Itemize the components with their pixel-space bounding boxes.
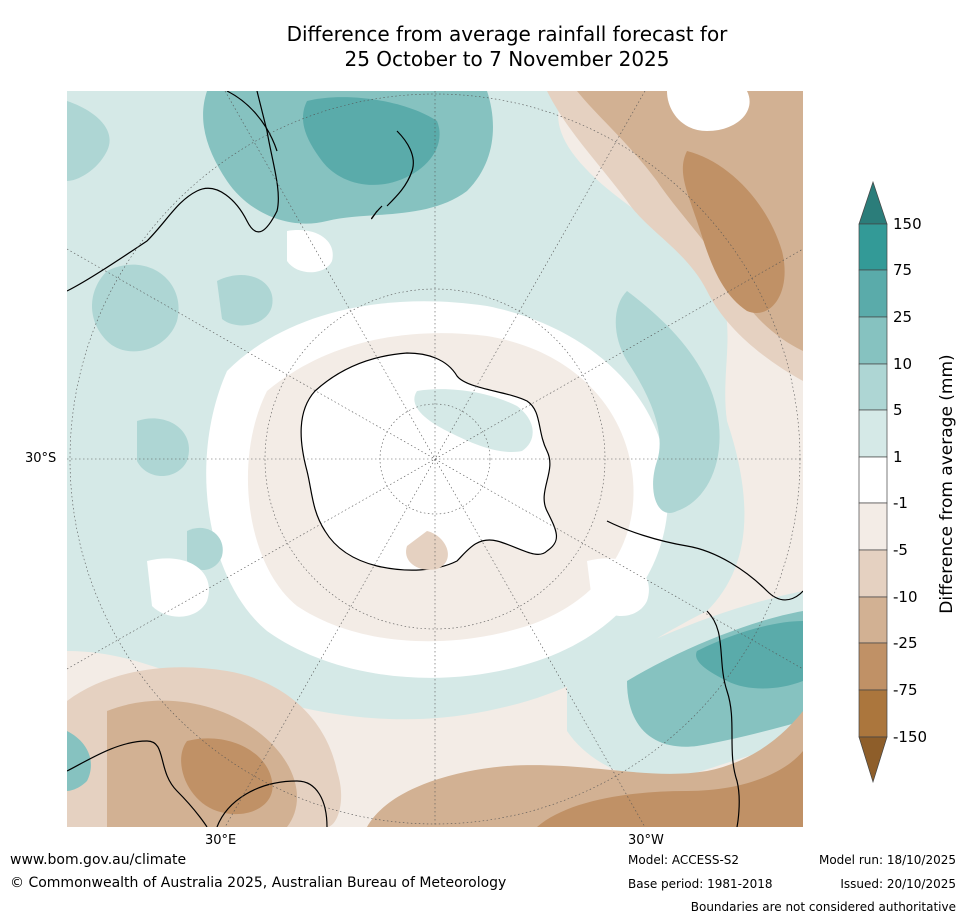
cbar-tick-m1: -1	[893, 494, 908, 512]
cbar-tick-10: 10	[893, 355, 913, 373]
footer-model-run: Model run: 18/10/2025	[818, 853, 956, 867]
cbar-seg-gt150	[858, 180, 888, 225]
footer-issued: Issued: 20/10/2025	[840, 877, 956, 891]
cbar-seg-m150-m75	[858, 689, 888, 738]
cbar-tick-m5: -5	[893, 541, 908, 559]
cbar-tick-m25: -25	[893, 634, 918, 652]
cbar-seg-lt-m150	[858, 736, 888, 784]
cbar-tick-75: 75	[893, 261, 913, 279]
title-line-2: 25 October to 7 November 2025	[344, 47, 670, 71]
cbar-tick-150: 150	[893, 215, 922, 233]
cbar-seg-m75-m25	[858, 642, 888, 691]
cbar-seg-neutral	[858, 456, 888, 504]
cbar-tick-m10: -10	[893, 588, 918, 606]
footer-copyright: © Commonwealth of Australia 2025, Austra…	[10, 875, 507, 891]
cbar-seg-75-150	[858, 223, 888, 271]
cbar-seg-1-5	[858, 409, 888, 458]
cbar-seg-m25-m10	[858, 596, 888, 644]
cbar-tick-m75: -75	[893, 681, 918, 699]
cbar-seg-m5-m1	[858, 502, 888, 551]
footer-base-period: Base period: 1981-2018	[628, 877, 773, 891]
rainfall-map	[67, 91, 803, 827]
footer-disclaimer: Boundaries are not considered authoritat…	[690, 900, 956, 914]
cbar-tick-25: 25	[893, 308, 913, 326]
footer-model: Model: ACCESS-S2	[628, 853, 740, 867]
cbar-tick-1: 1	[893, 448, 903, 466]
footer-website: www.bom.gov.au/climate	[10, 852, 187, 868]
title-line-1: Difference from average rainfall forecas…	[286, 22, 728, 46]
cbar-tick-5: 5	[893, 401, 903, 419]
lat-label-30s: 30°S	[25, 451, 57, 466]
cbar-seg-10-25	[858, 316, 888, 365]
lon-label-30w: 30°W	[628, 833, 664, 848]
cbar-seg-5-10	[858, 363, 888, 411]
map-title: Difference from average rainfall forecas…	[67, 22, 947, 72]
cbar-seg-25-75	[858, 269, 888, 318]
lon-label-30e: 30°E	[205, 833, 237, 848]
cbar-seg-m10-m5	[858, 549, 888, 598]
colorbar	[858, 180, 888, 784]
cbar-tick-m150: -150	[893, 728, 928, 746]
colorbar-title: Difference from average (mm)	[937, 354, 957, 614]
